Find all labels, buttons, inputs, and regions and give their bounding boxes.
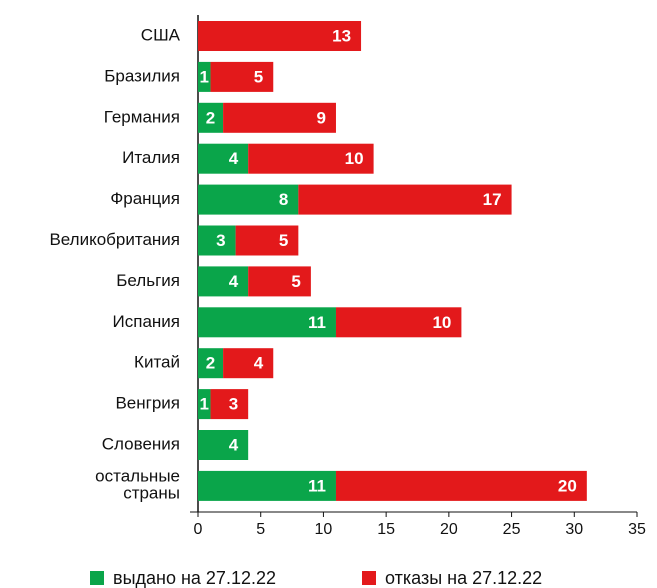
value-label: 5	[254, 67, 263, 86]
value-label: 1	[200, 395, 209, 414]
category-label: Словения	[102, 434, 180, 453]
x-tick-label: 0	[194, 521, 203, 538]
x-tick-label: 25	[503, 521, 521, 538]
bar-segment	[198, 389, 211, 420]
category-label: остальные страны	[95, 467, 180, 503]
value-label: 4	[229, 149, 239, 168]
value-label: 2	[206, 108, 215, 127]
category-label: Италия	[122, 148, 180, 167]
x-tick-label: 10	[315, 521, 333, 538]
value-label: 8	[279, 190, 288, 209]
bar-segment	[198, 348, 224, 379]
bar-segment	[198, 430, 249, 460]
bar-segment	[248, 143, 374, 174]
value-label: 10	[432, 313, 451, 332]
category-label: Германия	[104, 107, 180, 126]
x-tick-label: 35	[628, 521, 646, 538]
legend-swatch	[90, 571, 104, 585]
value-label: 3	[216, 231, 225, 250]
bar-segment	[210, 61, 274, 92]
bar-segment	[223, 348, 274, 379]
value-label: 4	[229, 435, 239, 454]
category-label: Франция	[110, 189, 180, 208]
bar-segment	[223, 102, 336, 133]
legend-label: выдано на 27.12.22	[113, 568, 276, 588]
bar-segment	[198, 102, 224, 133]
bar-segment	[335, 307, 462, 338]
legend-swatch	[362, 571, 376, 585]
value-label: 10	[345, 149, 364, 168]
bar-segment	[198, 470, 336, 501]
bar-segment	[198, 143, 249, 174]
value-label: 17	[483, 190, 502, 209]
value-label: 9	[317, 108, 326, 127]
value-label: 4	[229, 272, 239, 291]
x-tick-label: 15	[377, 521, 395, 538]
value-label: 5	[279, 231, 288, 250]
bar-segment	[198, 225, 236, 256]
bar-segment	[210, 389, 249, 420]
bar-segment	[198, 21, 362, 51]
value-label: 3	[229, 395, 238, 414]
category-label: Бельгия	[116, 271, 180, 290]
legend-label: отказы на 27.12.22	[385, 568, 542, 588]
bar-segment	[198, 61, 211, 92]
category-label: США	[141, 25, 181, 44]
bar-segment	[335, 470, 587, 501]
x-tick-label: 5	[256, 521, 265, 538]
value-label: 5	[291, 272, 300, 291]
category-label: Великобритания	[49, 230, 180, 249]
x-tick-label: 30	[565, 521, 583, 538]
value-label: 4	[254, 354, 264, 373]
bar-segment	[198, 266, 249, 297]
category-label: Бразилия	[104, 66, 180, 85]
value-label: 2	[206, 354, 215, 373]
value-label: 11	[308, 476, 326, 495]
value-label: 20	[558, 476, 577, 495]
value-label: 13	[332, 26, 351, 45]
category-label: Китай	[134, 353, 180, 372]
bar-segment	[198, 307, 336, 338]
category-label: Венгрия	[115, 394, 180, 413]
value-label: 11	[308, 313, 326, 332]
category-label: Испания	[113, 312, 180, 331]
bar-segment	[198, 184, 299, 215]
bar-segment	[248, 266, 311, 297]
bar-segment	[298, 184, 512, 215]
value-label: 1	[200, 67, 209, 86]
x-tick-label: 20	[440, 521, 458, 538]
bar-segment	[235, 225, 299, 256]
